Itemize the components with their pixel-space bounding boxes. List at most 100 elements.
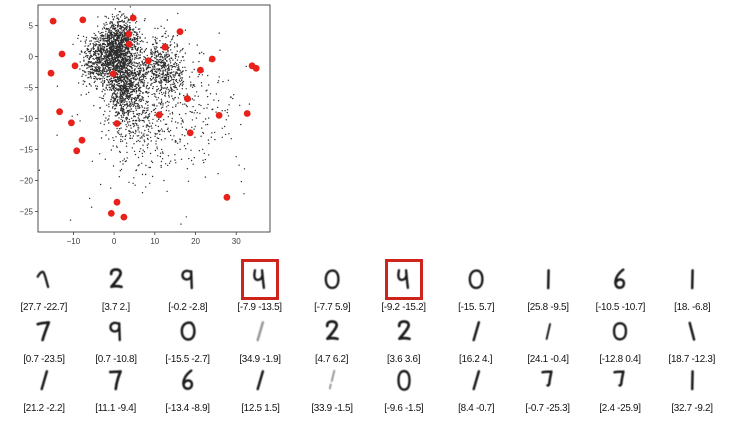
digit-cell: [-0.2 -2.8] bbox=[152, 259, 224, 313]
digit-cell: [3.6 3.6] bbox=[368, 311, 440, 365]
digit-image bbox=[169, 259, 207, 300]
x-tick-label: −10 bbox=[67, 237, 81, 246]
digit-cell: [-9.2 -15.2] bbox=[368, 259, 440, 313]
digit-cell: [34.9 -1.9] bbox=[224, 311, 296, 365]
digit-coordinates-label: [25.8 -9.5] bbox=[527, 301, 569, 313]
y-tick-label: −10 bbox=[19, 114, 33, 123]
digit-image bbox=[529, 311, 567, 352]
digit-coordinates-label: [18. -6.8] bbox=[673, 301, 711, 313]
digit-image bbox=[529, 359, 567, 401]
plot-spines bbox=[37, 4, 271, 233]
digit-image bbox=[457, 259, 495, 300]
digit-grid: [27.7 -22.7] [3.7 2.] [-0.2 -2.8] [-7.9 -13… bbox=[8, 259, 728, 416]
sampled-point bbox=[248, 62, 256, 70]
digit-cell: [21.2 -2.2] bbox=[8, 359, 80, 416]
digit-4-glyph bbox=[397, 269, 410, 290]
digit-cell: [24.1 -0.4] bbox=[512, 311, 584, 365]
digit-image bbox=[673, 311, 711, 352]
digit-coordinates-label: [-0.7 -25.3] bbox=[525, 402, 571, 414]
digit-coordinates-label: [34.9 -1.9] bbox=[239, 353, 281, 365]
sampled-point bbox=[71, 62, 79, 70]
y-tick-label: 5 bbox=[29, 21, 34, 30]
sampled-point bbox=[58, 50, 66, 58]
digit-1-glyph bbox=[690, 269, 694, 290]
sampled-point bbox=[49, 17, 57, 25]
digit-1-glyph bbox=[690, 369, 694, 390]
digit-image bbox=[25, 311, 63, 352]
digit-cell: [0.7 -23.5] bbox=[8, 311, 80, 365]
digit-cell: [2.4 -25.9] bbox=[584, 359, 656, 416]
digit-2-glyph bbox=[397, 320, 411, 341]
digit-coordinates-label: [0.7 -10.8] bbox=[95, 353, 137, 365]
digit-image bbox=[241, 359, 279, 401]
digit-coordinates-label: [-0.2 -2.8] bbox=[168, 301, 208, 313]
digit-cell: [18.7 -12.3] bbox=[656, 311, 728, 365]
digit-image bbox=[385, 311, 423, 352]
sampled-point bbox=[68, 119, 75, 127]
digit-image bbox=[169, 311, 207, 352]
sampled-point bbox=[208, 55, 216, 63]
digit-coordinates-label: [-10.5 -10.7] bbox=[595, 301, 645, 313]
sampled-point bbox=[78, 136, 86, 144]
digit-1-glyph bbox=[472, 321, 481, 342]
embedding-scatter-plot: −10 0 10 20 30 5 0 −5 −10 −15 −20 −25 bbox=[0, 0, 295, 252]
sampled-point bbox=[113, 120, 121, 127]
sampled-point bbox=[197, 66, 204, 74]
digit-1-glyph bbox=[545, 323, 552, 340]
y-tick-label: 0 bbox=[29, 52, 34, 61]
digit-coordinates-label: [0.7 -23.5] bbox=[23, 353, 65, 365]
y-tick-label: −25 bbox=[19, 207, 33, 216]
digit-cell: [-15.5 -2.7] bbox=[152, 311, 224, 365]
digit-1-glyph bbox=[256, 369, 265, 390]
digit-coordinates-label: [32.7 -9.2] bbox=[671, 402, 713, 414]
digit-cell: [12.5 1.5] bbox=[224, 359, 296, 416]
x-tick-label: 0 bbox=[112, 237, 117, 246]
digit-coordinates-label: [3.6 3.6] bbox=[387, 353, 421, 365]
digit-cell: [-10.5 -10.7] bbox=[584, 259, 656, 313]
digit-coordinates-label: [-9.6 -1.5] bbox=[384, 402, 424, 414]
digit-cell: [0.7 -10.8] bbox=[80, 311, 152, 365]
digit-image bbox=[313, 311, 351, 352]
sampled-point bbox=[107, 210, 115, 217]
digit-image bbox=[313, 359, 351, 401]
digit-cell: [11.1 -9.4] bbox=[80, 359, 152, 416]
digit-image bbox=[97, 311, 135, 352]
digit-6-glyph bbox=[182, 368, 194, 390]
digit-coordinates-label: [-7.9 -13.5] bbox=[237, 301, 283, 313]
sampled-point bbox=[144, 57, 152, 65]
sampled-point bbox=[176, 28, 184, 36]
sampled-point bbox=[73, 147, 81, 155]
digit-image bbox=[457, 311, 495, 352]
digit-image bbox=[601, 359, 639, 401]
digit-cell: [-15. 5.7] bbox=[440, 259, 512, 313]
digit-image bbox=[97, 359, 135, 401]
digit-cell: [3.7 2.] bbox=[80, 259, 152, 313]
sampled-point bbox=[215, 112, 223, 119]
digit-cell: [18. -6.8] bbox=[656, 259, 728, 313]
digit-image bbox=[169, 359, 207, 401]
dataset-points-layer bbox=[38, 6, 251, 225]
digit-cell: [-13.4 -8.9] bbox=[152, 359, 224, 416]
digit-image bbox=[601, 259, 639, 300]
digit-1-glyph bbox=[40, 369, 49, 390]
sampled-point bbox=[186, 129, 194, 137]
digit-0-glyph bbox=[468, 269, 484, 290]
sampled-point bbox=[125, 30, 133, 38]
digit-0-glyph bbox=[397, 369, 411, 391]
digit-cell: [25.8 -9.5] bbox=[512, 259, 584, 313]
sampled-point bbox=[129, 14, 137, 22]
sampled-point bbox=[184, 95, 191, 103]
y-tick-label: −5 bbox=[24, 83, 34, 92]
digit-cell: [-12.8 0.4] bbox=[584, 311, 656, 365]
digit-cell: [-7.9 -13.5] bbox=[224, 259, 296, 313]
digit-image bbox=[25, 259, 63, 300]
digit-image bbox=[601, 311, 639, 352]
digit-coordinates-label: [16.2 4.] bbox=[459, 353, 493, 365]
digit-1-glyph bbox=[256, 321, 265, 342]
x-tick-label: 10 bbox=[150, 237, 159, 246]
digit-coordinates-label: [24.1 -0.4] bbox=[527, 353, 569, 365]
digit-7-glyph bbox=[108, 369, 122, 390]
digit-4-glyph bbox=[253, 269, 266, 290]
digit-0-glyph bbox=[324, 269, 340, 290]
